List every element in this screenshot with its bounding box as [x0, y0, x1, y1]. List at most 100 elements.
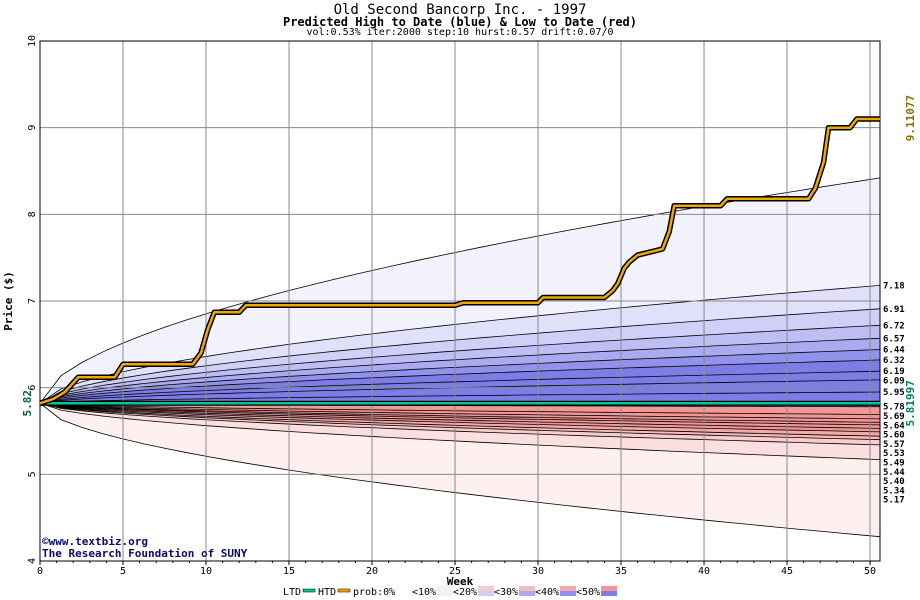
band-boundary-line	[39, 402, 881, 460]
legend-prob-label: <20%	[453, 587, 477, 598]
probability-band	[40, 379, 880, 404]
x-tick-label: 15	[283, 566, 295, 577]
x-tick-label: 35	[615, 566, 627, 577]
legend-ltd-label: LTD	[283, 587, 301, 598]
band-end-label: 5.44	[883, 468, 905, 478]
legend-prob-label: <10%	[412, 587, 436, 598]
legend-prob-swatch-red	[396, 586, 412, 591]
x-tick-label: 50	[864, 566, 876, 577]
htd-final-label: 9.11077	[904, 95, 917, 141]
legend-prob-swatch-red	[437, 586, 453, 591]
htd-line	[39, 117, 880, 405]
band-end-label: 6.09	[883, 377, 905, 387]
band-end-label: 6.72	[883, 321, 905, 331]
band-boundary-line	[39, 391, 881, 404]
band-boundary-line	[39, 402, 881, 446]
legend-prob-swatch-red	[560, 586, 576, 591]
credit-website-text: www.textbiz.org	[48, 535, 148, 548]
band-boundary-line	[39, 349, 881, 404]
x-tick-label: 40	[698, 566, 710, 577]
chart-title: Old Second Bancorp Inc. - 1997	[333, 2, 587, 18]
band-boundary-line	[39, 324, 881, 404]
y-tick-label: 6	[27, 385, 38, 391]
legend-htd-swatch	[337, 588, 351, 593]
band-boundaries	[39, 177, 881, 538]
legend-prob-swatch-red	[601, 586, 617, 591]
band-end-label: 5.69	[883, 412, 905, 422]
legend-prob-label: <30%	[494, 587, 518, 598]
probability-band	[40, 285, 880, 404]
credit-website: ©www.textbiz.org	[42, 535, 148, 548]
y-tick-label: 4	[27, 558, 38, 564]
band-end-label: 5.40	[883, 477, 905, 487]
band-end-label: 5.57	[883, 440, 905, 450]
band-end-label: 6.91	[883, 305, 905, 315]
plot-frame	[39, 40, 881, 562]
chart-subtitle: Predicted High to Date (blue) & Low to D…	[282, 15, 637, 29]
x-tick-label: 25	[449, 566, 461, 577]
band-end-label: 5.60	[883, 431, 905, 441]
band-end-label: 5.34	[883, 486, 905, 496]
band-end-label: 6.19	[883, 367, 905, 377]
probability-band	[40, 403, 880, 415]
probability-band	[40, 403, 880, 429]
x-tick-label: 45	[781, 566, 793, 577]
legend-prob-swatch-blue	[519, 591, 535, 596]
band-boundary-line	[39, 402, 881, 441]
band-end-label: 5.53	[883, 449, 905, 459]
x-tick-label: 30	[532, 566, 544, 577]
band-boundary-line	[39, 402, 881, 415]
y-tick-label: 5	[27, 471, 38, 477]
legend-prob-swatch-blue	[560, 591, 576, 596]
legend-prob-swatch-red	[478, 586, 494, 591]
band-end-label: 5.17	[883, 496, 905, 506]
band-boundary-line	[39, 370, 881, 404]
band-boundary-line	[39, 285, 881, 404]
band-boundary-line	[39, 402, 881, 437]
y-tick-label: 10	[27, 35, 38, 47]
legend-prob-swatch-blue	[396, 591, 412, 596]
band-end-label: 6.44	[883, 346, 905, 356]
band-end-label: 5.49	[883, 459, 905, 469]
chart-params: vol:0.53% iter:2000 step:10 hurst:0.57 d…	[306, 27, 614, 38]
x-tick-label: 10	[200, 566, 212, 577]
legend-prob-label: <40%	[535, 587, 559, 598]
x-axis-label: Week	[447, 575, 474, 588]
y-tick-label: 9	[27, 125, 38, 131]
band-boundary-line	[39, 402, 881, 420]
legend-prob-swatch-blue	[478, 591, 494, 596]
start-price-label: 5.82	[21, 390, 34, 417]
band-boundary-line	[39, 308, 881, 404]
legend-htd-label: HTD	[318, 587, 336, 598]
probability-band	[40, 349, 880, 404]
x-tick-label: 20	[366, 566, 378, 577]
y-tick-label: 7	[27, 298, 38, 304]
legend-prob-swatch-blue	[437, 591, 453, 596]
band-end-label: 7.18	[883, 281, 905, 291]
band-boundary-line	[39, 337, 881, 404]
band-boundary-line	[39, 402, 881, 426]
probability-band	[40, 308, 880, 404]
band-boundary-line	[39, 402, 881, 538]
legend-ltd-swatch	[302, 588, 316, 593]
band-end-label: 6.32	[883, 356, 905, 366]
ltd-final-label: 5.81997	[904, 380, 917, 426]
y-axis-label: Price ($)	[2, 271, 15, 331]
probability-band	[40, 403, 880, 537]
credit-org: The Research Foundation of SUNY	[42, 547, 248, 560]
legend-prob-swatch-red	[519, 586, 535, 591]
probability-band	[40, 403, 880, 437]
band-boundary-line	[39, 402, 881, 429]
probability-band	[40, 338, 880, 404]
band-end-label: 5.64	[883, 421, 905, 431]
x-tick-label: 0	[37, 566, 43, 577]
y-tick-label: 8	[27, 211, 38, 217]
band-boundary-line	[39, 402, 881, 433]
legend-prob-label: <50%	[576, 587, 600, 598]
band-end-label: 5.95	[883, 388, 905, 398]
legend-prob-label: prob:0%	[353, 587, 395, 598]
band-boundary-line	[39, 402, 881, 423]
x-tick-label: 5	[120, 566, 126, 577]
legend-prob-swatch-blue	[601, 591, 617, 596]
probability-band	[40, 403, 880, 423]
